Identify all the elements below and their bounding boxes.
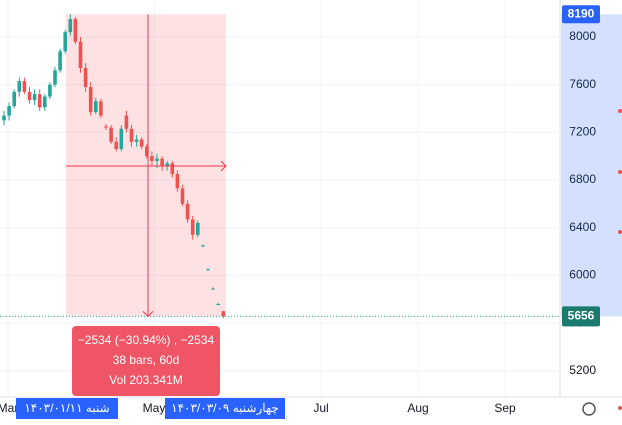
marker-dot xyxy=(618,230,622,234)
end-date-box xyxy=(165,398,285,419)
axis-range-highlight xyxy=(561,14,622,317)
candle-body xyxy=(160,158,164,166)
candle-body xyxy=(78,41,83,68)
candle-body xyxy=(73,19,78,42)
candle-body xyxy=(109,127,113,142)
candle-body xyxy=(83,67,88,88)
candle-body xyxy=(68,19,73,33)
measure-range xyxy=(66,14,226,317)
candle-body xyxy=(165,163,169,166)
candle-body xyxy=(22,81,27,92)
range-high-label: 8190 xyxy=(568,6,595,20)
candle-body xyxy=(7,106,11,116)
candle-body xyxy=(17,81,22,92)
candle-body xyxy=(94,101,98,113)
y-tick-label: 6400 xyxy=(569,220,596,234)
x-tick-label: Jul xyxy=(313,401,328,415)
candle-body xyxy=(2,115,6,121)
candle-body xyxy=(190,219,195,235)
candle-body xyxy=(114,141,118,150)
measure-volume: Vol 203.341M xyxy=(109,373,182,387)
y-tick-label: 8000 xyxy=(569,29,596,43)
arrow-head xyxy=(220,160,227,172)
x-tick-label: Sep xyxy=(494,401,516,415)
marker-dot xyxy=(618,109,622,113)
measure-bars: 38 bars, 60d xyxy=(113,353,180,367)
start-date: شنبه ۱۴۰۳/۰۱/۱۱ xyxy=(24,401,109,415)
candle-body xyxy=(43,96,47,108)
candle-body xyxy=(129,128,134,142)
candle-body xyxy=(201,245,205,247)
end-date: چهارشنبه ۱۴۰۳/۰۳/۰۹ xyxy=(171,401,279,415)
candle-body xyxy=(145,146,149,157)
candle-body xyxy=(119,128,124,150)
candle-body xyxy=(58,51,62,71)
candle-body xyxy=(88,87,93,113)
candle-body xyxy=(196,222,200,235)
y-tick-label: 7200 xyxy=(569,125,596,139)
candle-body xyxy=(216,304,220,306)
candle-body xyxy=(134,139,139,142)
marker-dot xyxy=(618,406,622,410)
candle-body xyxy=(63,32,67,52)
measure-box xyxy=(72,326,220,396)
candle-body xyxy=(155,158,159,161)
candle-body xyxy=(139,139,144,147)
last-price-box xyxy=(562,306,600,327)
candle-body xyxy=(27,91,32,101)
candle-body xyxy=(53,70,57,85)
x-tick-label: Aug xyxy=(407,401,428,415)
candle-body xyxy=(175,174,180,189)
candle-body xyxy=(12,91,16,107)
candle-body xyxy=(211,288,215,290)
range-high-box xyxy=(562,5,600,24)
candle-body xyxy=(124,115,129,129)
candle-body xyxy=(32,94,37,101)
settings-icon[interactable] xyxy=(582,402,596,416)
x-tick-label: Mar xyxy=(0,401,18,415)
candle-body xyxy=(48,84,52,97)
candle-body xyxy=(221,311,226,317)
candle-body xyxy=(104,126,108,128)
last-price-label: 5656 xyxy=(568,309,595,323)
marker-dot xyxy=(618,170,622,174)
x-tick-label: May xyxy=(143,401,166,415)
start-date-box xyxy=(16,398,118,419)
candle-body xyxy=(185,203,190,220)
y-tick-label: 5200 xyxy=(569,363,596,377)
y-tick-label: 6000 xyxy=(569,268,596,282)
candle-body xyxy=(180,188,185,204)
y-tick-label: 6800 xyxy=(569,172,596,186)
overlay: −2534 (−30.94%) , −2534 38 bars, 60d Vol… xyxy=(0,5,622,419)
candle-body xyxy=(150,156,154,161)
candle-body xyxy=(37,94,42,108)
candle-body xyxy=(99,101,103,116)
measure-change: −2534 (−30.94%) , −2534 xyxy=(78,333,215,347)
candle-body xyxy=(206,269,210,271)
plot xyxy=(2,14,622,319)
y-tick-label: 7600 xyxy=(569,77,596,91)
candle-body xyxy=(170,163,175,175)
